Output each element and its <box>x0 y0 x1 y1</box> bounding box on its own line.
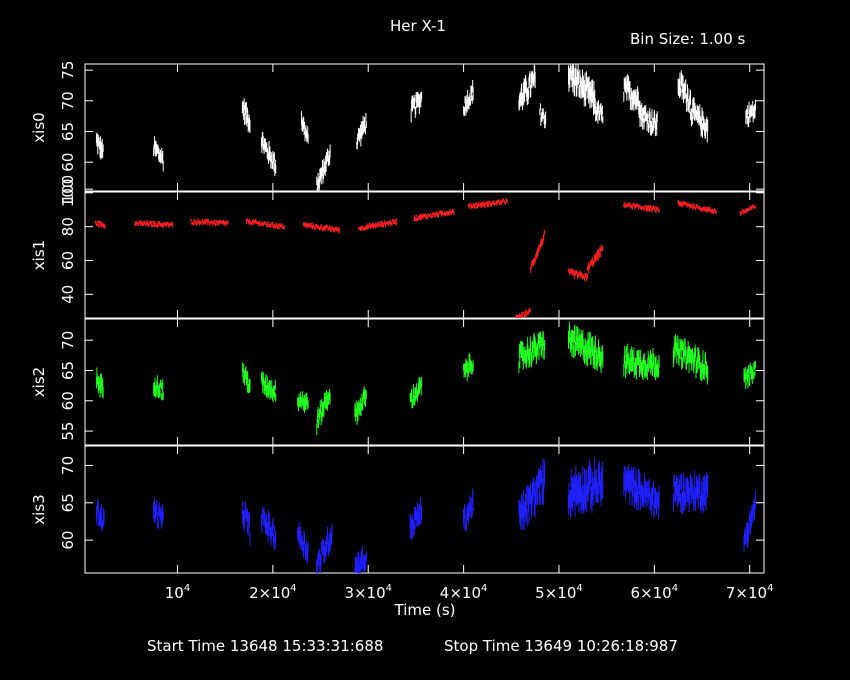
y-axis-label-xis0: xis0 <box>30 112 48 142</box>
y-tick-label-xis3: 60 <box>59 531 77 550</box>
chart-title: Her X-1 <box>390 17 446 35</box>
y-tick-label-xis1: 60 <box>59 251 77 270</box>
y-axis-label-xis2: xis2 <box>30 367 48 397</box>
y-tick-label-xis0: 75 <box>59 61 77 80</box>
x-tick-label: 2×104 <box>249 583 297 602</box>
x-tick-label: 104 <box>165 583 190 602</box>
stop-time-label: Stop Time 13649 10:26:18:987 <box>444 637 678 655</box>
y-tick-label-xis0: 70 <box>59 91 77 110</box>
panel-frame-xis1 <box>84 191 765 319</box>
bin-size-label: Bin Size: 1.00 s <box>630 30 746 48</box>
y-tick-label-xis2: 60 <box>59 391 77 410</box>
x-axis-label: Time (s) <box>394 601 456 619</box>
x-tick-label: 6×104 <box>631 583 679 602</box>
x-tick-label: 7×104 <box>726 583 774 602</box>
y-tick-label-xis1: 80 <box>59 217 77 236</box>
y-tick-label-xis0: 60 <box>59 153 77 172</box>
y-tick-label-xis3: 65 <box>59 493 77 512</box>
y-tick-label-xis0: 100 <box>59 175 77 204</box>
y-tick-label-xis2: 55 <box>59 422 77 441</box>
y-tick-label-xis3: 70 <box>59 456 77 475</box>
y-tick-label-xis0: 65 <box>59 122 77 141</box>
y-tick-label-xis1: 40 <box>59 285 77 304</box>
y-axis-label-xis1: xis1 <box>30 240 48 270</box>
panel-frame-xis2 <box>84 318 765 446</box>
start-time-label: Start Time 13648 15:33:31:688 <box>147 637 384 655</box>
y-axis-label-xis3: xis3 <box>30 494 48 524</box>
x-tick-label: 3×104 <box>344 583 392 602</box>
x-tick-label: 5×104 <box>535 583 583 602</box>
y-tick-label-xis2: 65 <box>59 361 77 380</box>
y-tick-label-xis1: 100 <box>59 179 77 208</box>
x-tick-label: 4×104 <box>440 583 488 602</box>
y-tick-label-xis2: 70 <box>59 331 77 350</box>
panel-frame-xis0 <box>84 63 765 192</box>
panel-frame-xis3 <box>84 445 765 574</box>
